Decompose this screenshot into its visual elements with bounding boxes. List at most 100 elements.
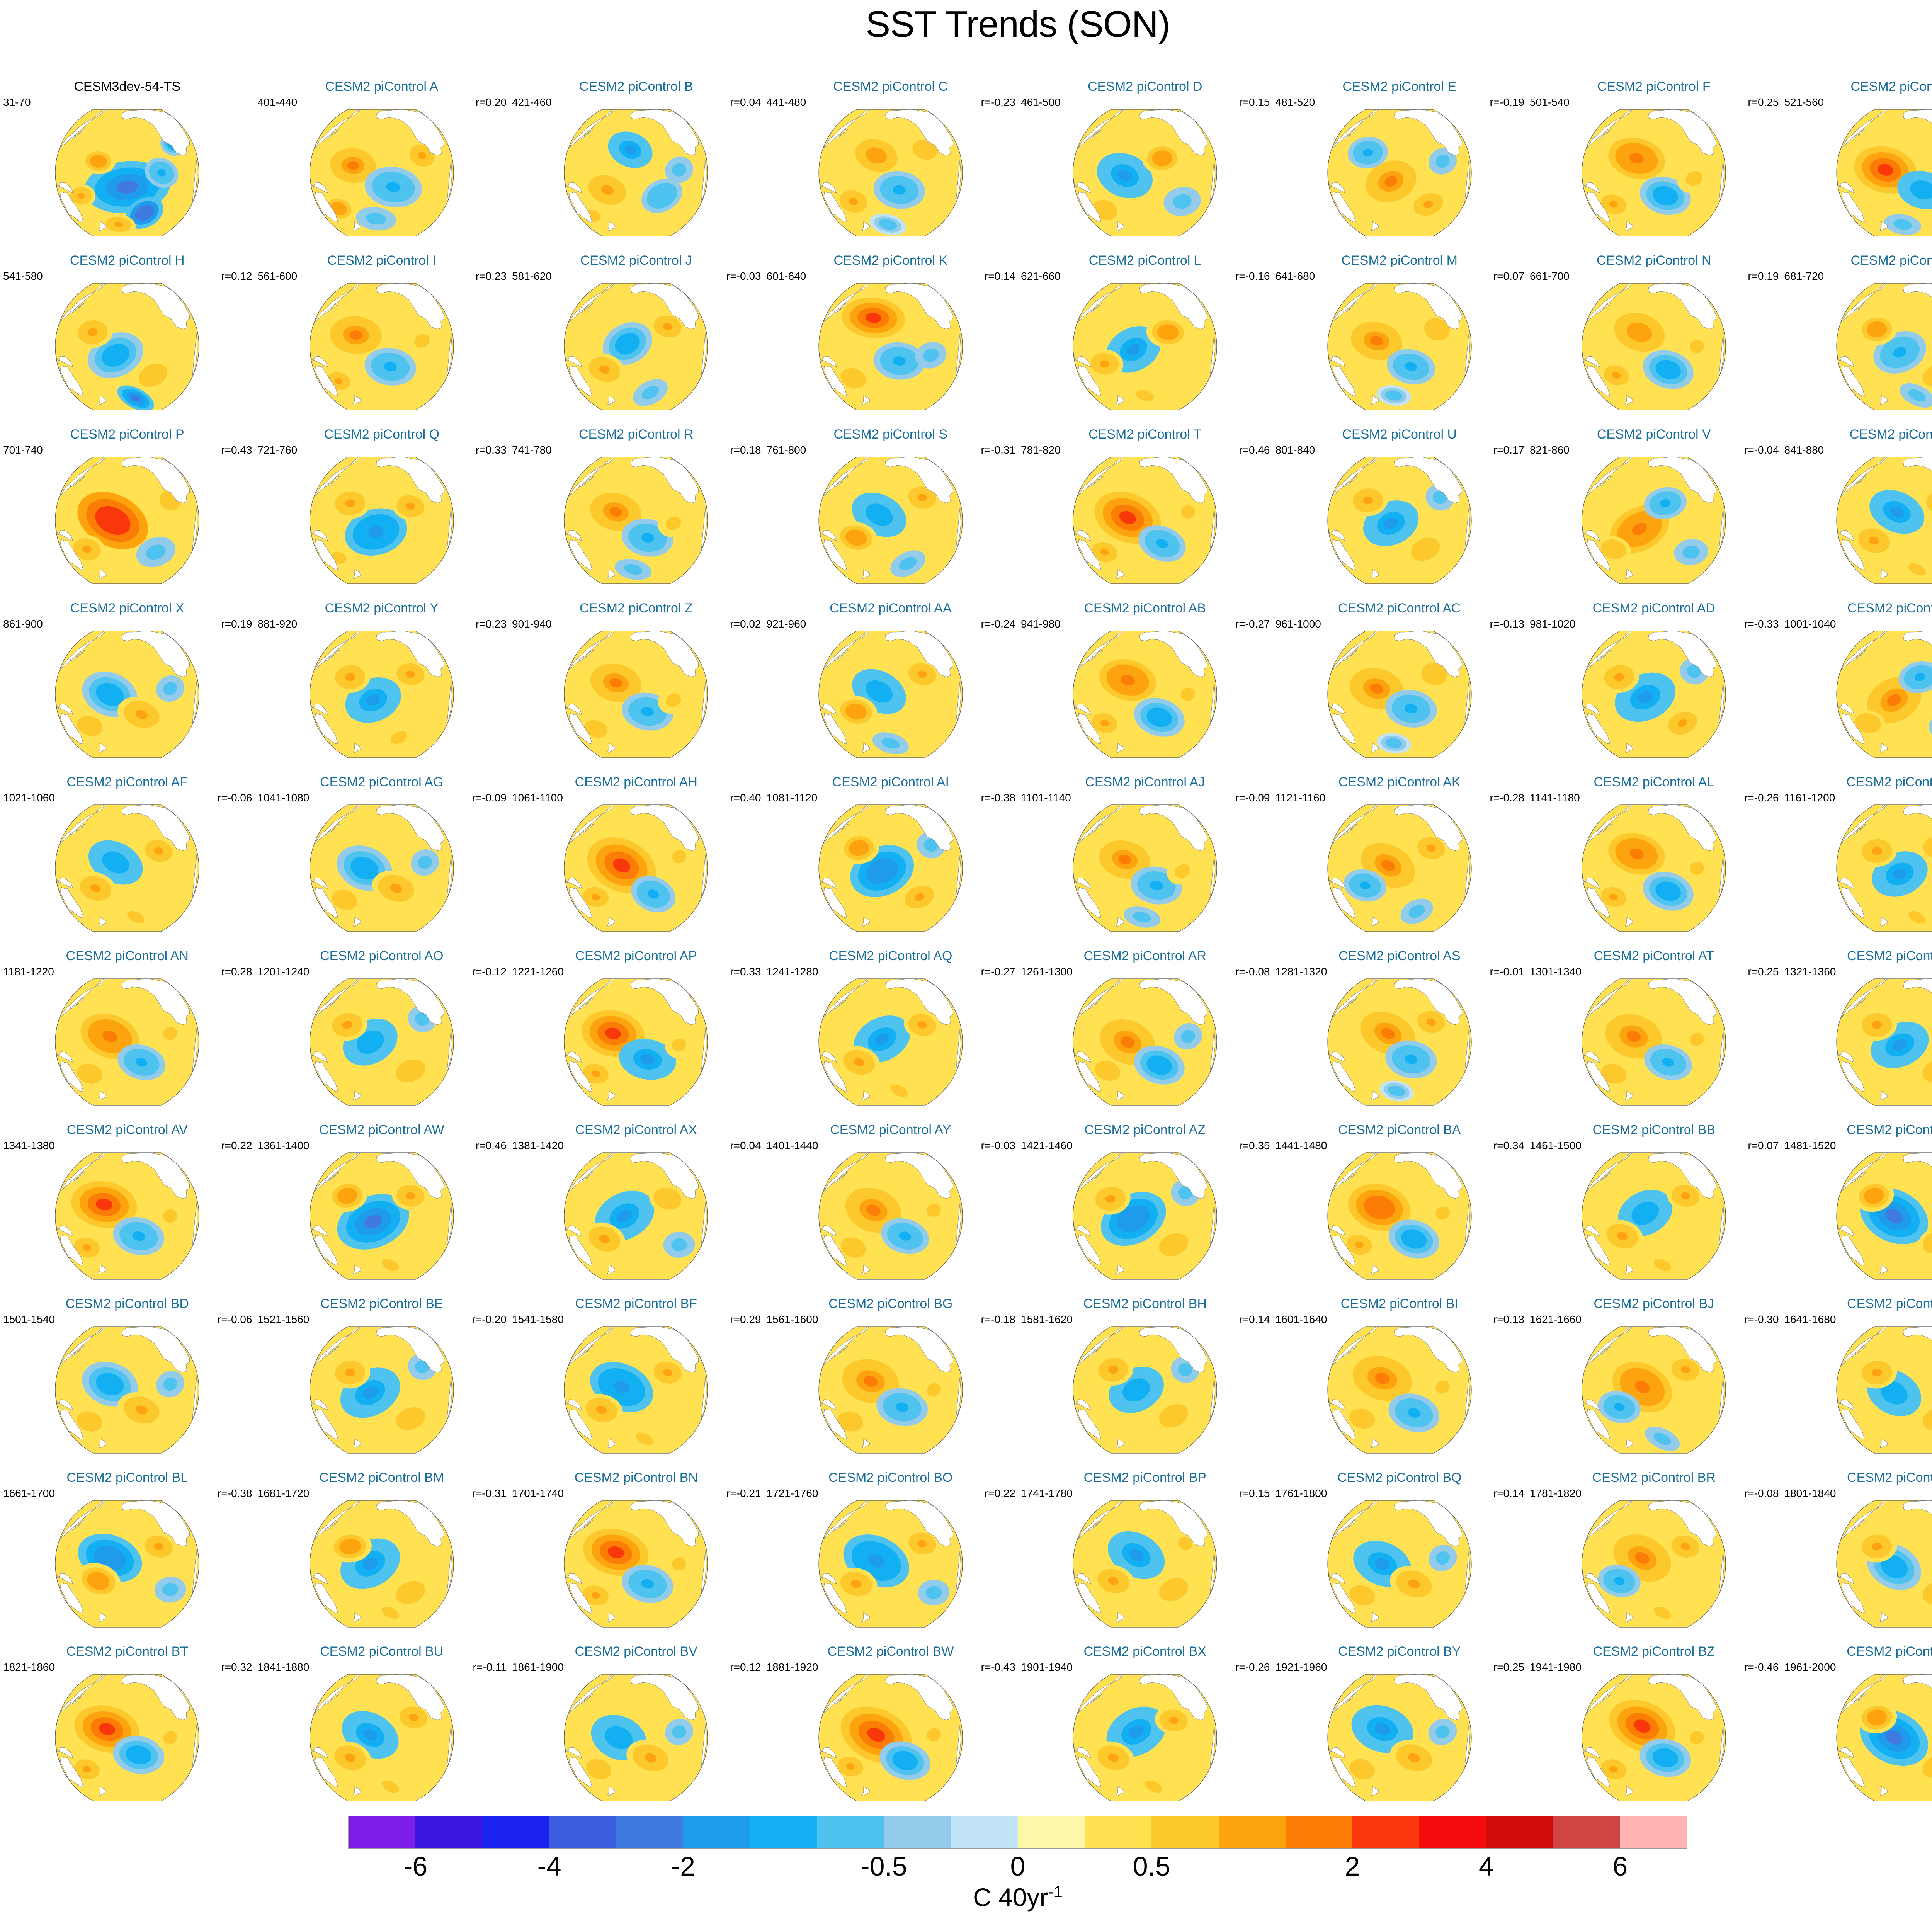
- map-panel[interactable]: CESM2 piControl CA1961-2000r=-0.41: [1781, 1644, 1932, 1818]
- map-panel[interactable]: CESM2 piControl AU1321-1360r=-0.22: [1781, 949, 1932, 1122]
- panel-year-range: 601-640: [766, 270, 806, 282]
- panel-correlation: r=-0.01: [1490, 966, 1525, 978]
- map-panel[interactable]: CESM2 piControl BW 1881-1920 r=-0.43: [764, 1644, 1018, 1818]
- map-panel[interactable]: CESM2 piControl BH 1581-1620 r=0.14: [1018, 1296, 1272, 1470]
- map-panel[interactable]: CESM2 piControl A 401-440 r=0.20: [255, 79, 509, 253]
- map-panel[interactable]: CESM2 piControl Z 901-940 r=0.02: [509, 601, 764, 775]
- map-panel[interactable]: CESM2 piControl AP 1221-1260 r=0.33: [509, 949, 764, 1122]
- map-panel[interactable]: CESM2 piControl H 541-580 r=0.12: [0, 253, 255, 427]
- map-panel[interactable]: CESM2 piControl BJ 1621-1660 r=-0.30: [1527, 1296, 1781, 1470]
- panel-year-range: 1601-1640: [1275, 1313, 1327, 1325]
- map-panel[interactable]: CESM2 piControl AC 961-1000 r=-0.13: [1272, 601, 1527, 775]
- map-panel[interactable]: CESM2 piControl AT 1301-1340 r=0.25: [1527, 949, 1781, 1122]
- panel-title: CESM2 piControl AJ: [1085, 775, 1205, 789]
- map-panel[interactable]: CESM2 piControl BM 1681-1720 r=-0.31: [255, 1470, 509, 1644]
- map-panel[interactable]: CESM2 piControl BU 1841-1880 r=-0.11: [255, 1644, 509, 1818]
- map-panel[interactable]: CESM2 piControl AM1161-1200r=0.03: [1781, 775, 1932, 949]
- map-panel[interactable]: CESM2 piControl V 821-860 r=-0.04: [1527, 427, 1781, 601]
- map-panel[interactable]: CESM2 piControl BS1801-1840r=0.09: [1781, 1470, 1932, 1644]
- map-panel[interactable]: CESM2 piControl L 621-660 r=-0.16: [1018, 253, 1272, 427]
- map-panel[interactable]: CESM2 piControl AY 1401-1440 r=-0.03: [764, 1122, 1018, 1296]
- map-panel[interactable]: CESM2 piControl BO 1721-1760 r=0.22: [764, 1470, 1018, 1644]
- map-panel[interactable]: CESM2 piControl AI 1081-1120 r=-0.38: [764, 775, 1018, 949]
- map-panel[interactable]: CESM2 piControl AN 1181-1220 r=0.28: [0, 949, 255, 1122]
- globe-container: [1831, 1486, 1932, 1641]
- colorbar-tick-labels: -6 -4 -2 -0.5 0 0.5 2 4 6: [349, 1849, 1687, 1882]
- map-panel[interactable]: CESM2 piControl B 421-460 r=0.04: [509, 79, 764, 253]
- map-panel[interactable]: CESM2 piControl AV 1341-1380 r=0.22: [0, 1122, 255, 1296]
- map-panel[interactable]: CESM2 piControl BN 1701-1740 r=-0.21: [509, 1470, 764, 1644]
- map-panel[interactable]: CESM2 piControl BK1641-1680r=0.09: [1781, 1296, 1932, 1470]
- globe-container: [304, 965, 459, 1119]
- map-panel[interactable]: CESM2 piControl C 441-480 r=-0.23: [764, 79, 1018, 253]
- panel-year-range: 31-70: [3, 96, 31, 108]
- map-panel[interactable]: CESM2 piControl T 781-820 r=0.46: [1018, 427, 1272, 601]
- map-panel[interactable]: CESM2 piControl Y 881-920 r=0.23: [255, 601, 509, 775]
- map-panel[interactable]: CESM2 piControl S 761-800 r=-0.31: [764, 427, 1018, 601]
- map-panel[interactable]: CESM2 piControl AS 1281-1320 r=-0.01: [1272, 949, 1527, 1122]
- map-panel[interactable]: CESM2 piControl BR 1781-1820 r=-0.08: [1527, 1470, 1781, 1644]
- map-panel[interactable]: CESM2 piControl BY 1921-1960 r=0.25: [1272, 1644, 1527, 1818]
- map-panel[interactable]: CESM2 piControl BG 1561-1600 r=-0.18: [764, 1296, 1018, 1470]
- panel-correlation: r=-0.46: [1744, 1661, 1779, 1673]
- panel-title: CESM2 piControl AB: [1084, 601, 1206, 616]
- map-panel[interactable]: CESM2 piControl I 561-600 r=0.23: [255, 253, 509, 427]
- map-panel[interactable]: CESM2 piControl D 461-500 r=0.15: [1018, 79, 1272, 253]
- map-panel[interactable]: CESM2 piControl AF 1021-1060 r=-0.06: [0, 775, 255, 949]
- map-panel[interactable]: CESM2 piControl AB 941-980 r=-0.27: [1018, 601, 1272, 775]
- globe-container: [813, 791, 968, 946]
- colorbar-swatch: [884, 1816, 951, 1848]
- map-panel[interactable]: CESM2 piControl BI 1601-1640 r=0.13: [1272, 1296, 1527, 1470]
- map-panel[interactable]: CESM2 piControl F 501-540 r=0.25: [1527, 79, 1781, 253]
- map-panel[interactable]: CESM2 piControl AG 1041-1080 r=-0.09: [255, 775, 509, 949]
- map-panel[interactable]: CESM2 piControl AO 1201-1240 r=-0.12: [255, 949, 509, 1122]
- map-panel[interactable]: CESM2 piControl AD 981-1020 r=-0.33: [1527, 601, 1781, 775]
- map-panel[interactable]: CESM2 piControl BE 1521-1560 r=-0.20: [255, 1296, 509, 1470]
- map-panel[interactable]: CESM2 piControl BP 1741-1780 r=0.15: [1018, 1470, 1272, 1644]
- panel-year-range: 1561-1600: [766, 1313, 818, 1325]
- map-panel[interactable]: CESM2 piControl BD 1501-1540 r=-0.06: [0, 1296, 255, 1470]
- map-panel-reference[interactable]: CESM3dev-54-TS 31-70: [0, 79, 255, 253]
- map-panel[interactable]: CESM2 piControl AL 1141-1180 r=-0.26: [1527, 775, 1781, 949]
- map-panel[interactable]: CESM2 piControl R 741-780 r=0.18: [509, 427, 764, 601]
- map-panel[interactable]: CESM2 piControl BV 1861-1900 r=0.12: [509, 1644, 764, 1818]
- map-panel[interactable]: CESM2 piControl E 481-520 r=-0.19: [1272, 79, 1527, 253]
- map-panel[interactable]: CESM2 piControl AH 1061-1100 r=0.40: [509, 775, 764, 949]
- globe-container: [559, 1486, 713, 1641]
- map-panel[interactable]: CESM2 piControl Q 721-760 r=0.33: [255, 427, 509, 601]
- map-panel[interactable]: CESM2 piControl M 641-680 r=0.07: [1272, 253, 1527, 427]
- map-panel[interactable]: CESM2 piControl BL 1661-1700 r=-0.38: [0, 1470, 255, 1644]
- map-panel[interactable]: CESM2 piControl AA 921-960 r=-0.24: [764, 601, 1018, 775]
- globe-map: [1073, 1326, 1217, 1454]
- map-panel[interactable]: CESM2 piControl N 661-700 r=0.19: [1527, 253, 1781, 427]
- map-panel[interactable]: CESM2 piControl P 701-740 r=0.43: [0, 427, 255, 601]
- panel-year-range: 1681-1720: [257, 1487, 310, 1499]
- map-panel[interactable]: CESM2 piControl K 601-640 r=0.14: [764, 253, 1018, 427]
- map-panel[interactable]: CESM2 piControl AJ 1101-1140 r=-0.09: [1018, 775, 1272, 949]
- map-panel[interactable]: CESM2 piControl BC1481-1520r=-0.44: [1781, 1122, 1932, 1296]
- panel-correlation: r=-0.12: [472, 966, 507, 978]
- map-panel[interactable]: CESM2 piControl AZ 1421-1460 r=0.35: [1018, 1122, 1272, 1296]
- map-panel[interactable]: CESM2 piControl BX 1901-1940 r=-0.26: [1018, 1644, 1272, 1818]
- map-panel[interactable]: CESM2 piControl BT 1821-1860 r=0.32: [0, 1644, 255, 1818]
- map-panel[interactable]: CESM2 piControl AW 1361-1400 r=0.46: [255, 1122, 509, 1296]
- map-panel[interactable]: CESM2 piControl AX 1381-1420 r=0.04: [509, 1122, 764, 1296]
- map-panel[interactable]: CESM2 piControl BZ 1941-1980 r=-0.46: [1527, 1644, 1781, 1818]
- map-panel[interactable]: CESM2 piControl BB 1461-1500 r=0.07: [1527, 1122, 1781, 1296]
- panel-title: CESM2 piControl BU: [320, 1644, 444, 1659]
- map-panel[interactable]: CESM2 piControl U 801-840 r=0.17: [1272, 427, 1527, 601]
- map-panel[interactable]: CESM2 piControl AE1001-1040r=0.17: [1781, 601, 1932, 775]
- map-panel[interactable]: CESM2 piControl J 581-620 r=-0.03: [509, 253, 764, 427]
- map-panel[interactable]: CESM2 piControl AR 1261-1300 r=-0.08: [1018, 949, 1272, 1122]
- map-panel[interactable]: CESM2 piControl AQ 1241-1280 r=-0.27: [764, 949, 1018, 1122]
- panel-year-range: 1661-1700: [3, 1487, 55, 1499]
- map-panel[interactable]: CESM2 piControl BA 1441-1480 r=0.34: [1272, 1122, 1527, 1296]
- map-panel[interactable]: CESM2 piControl BF 1541-1580 r=0.29: [509, 1296, 764, 1470]
- map-panel[interactable]: CESM2 piControl AK 1121-1160 r=-0.28: [1272, 775, 1527, 949]
- globe-map: [1327, 1500, 1472, 1628]
- map-panel[interactable]: CESM2 piControl BQ 1761-1800 r=0.14: [1272, 1470, 1527, 1644]
- map-panel[interactable]: CESM2 piControl X 861-900 r=0.19: [0, 601, 255, 775]
